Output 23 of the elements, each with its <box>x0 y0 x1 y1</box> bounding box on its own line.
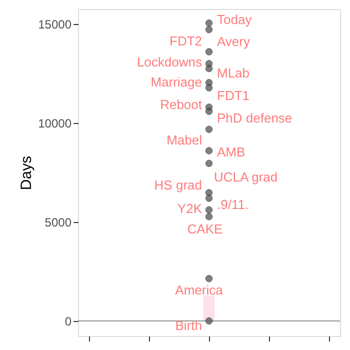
annotation: MLab <box>217 66 250 81</box>
annotation: Mabel <box>166 132 202 148</box>
y-tick-label: 10000 <box>38 116 72 131</box>
annotation: FDT1 <box>217 88 250 103</box>
annotation: .9/11. <box>217 197 249 212</box>
annotation: HS grad <box>154 178 202 193</box>
annotation: Lockdowns <box>136 54 202 70</box>
annotation: Marriage <box>150 74 202 90</box>
annotation: Y2K <box>177 200 202 216</box>
annotation: America <box>175 282 224 298</box>
y-axis-title: Days <box>18 156 36 190</box>
annotation: CAKE <box>187 222 224 237</box>
annotation: PhD defense <box>217 110 292 126</box>
y-tick-label: 15000 <box>38 18 72 32</box>
annotation: Today <box>217 12 252 28</box>
y-tick-label: 0 <box>64 314 72 328</box>
annotation: FDT2 <box>170 34 202 49</box>
y-tick-label: 5000 <box>44 215 72 230</box>
annotation: AMB <box>217 144 246 160</box>
annotation: Birth <box>175 318 202 333</box>
annotation: Avery <box>217 34 250 49</box>
annotation: Reboot <box>160 97 202 112</box>
annotation: UCLA grad <box>214 169 278 184</box>
